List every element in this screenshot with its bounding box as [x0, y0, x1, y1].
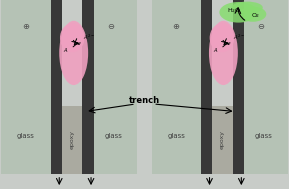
Bar — [240, 0, 288, 174]
Bar — [201, 0, 212, 174]
Ellipse shape — [59, 21, 88, 85]
Bar — [1, 0, 51, 174]
Bar — [90, 0, 137, 174]
Ellipse shape — [219, 2, 257, 23]
Bar — [152, 0, 201, 174]
Text: $\ominus$: $\ominus$ — [107, 22, 115, 31]
Bar — [51, 106, 94, 174]
Ellipse shape — [210, 23, 234, 52]
Bar — [201, 106, 244, 174]
Bar — [82, 0, 94, 174]
Ellipse shape — [231, 2, 263, 14]
Text: epoxy: epoxy — [220, 130, 225, 149]
Text: $\oplus$: $\oplus$ — [22, 22, 30, 31]
Text: $A$: $A$ — [213, 46, 218, 54]
Bar — [51, 0, 62, 174]
Bar — [233, 0, 244, 174]
Text: epoxy: epoxy — [70, 130, 75, 149]
Text: trench: trench — [129, 96, 160, 105]
Text: glass: glass — [17, 133, 35, 139]
Text: glass: glass — [105, 133, 122, 139]
Text: $A$: $A$ — [63, 46, 69, 54]
Text: $\oplus$: $\oplus$ — [172, 22, 180, 31]
Ellipse shape — [60, 23, 84, 52]
Text: glass: glass — [167, 133, 185, 139]
Text: $\ominus$: $\ominus$ — [257, 22, 266, 31]
Text: H$_2$O: H$_2$O — [227, 6, 241, 15]
Text: O$_2$: O$_2$ — [251, 11, 260, 20]
Text: glass: glass — [255, 133, 273, 139]
Ellipse shape — [209, 21, 238, 85]
Text: $A^{2-}$: $A^{2-}$ — [83, 32, 95, 42]
Text: $A^{2-}$: $A^{2-}$ — [233, 32, 245, 42]
Ellipse shape — [239, 7, 266, 22]
